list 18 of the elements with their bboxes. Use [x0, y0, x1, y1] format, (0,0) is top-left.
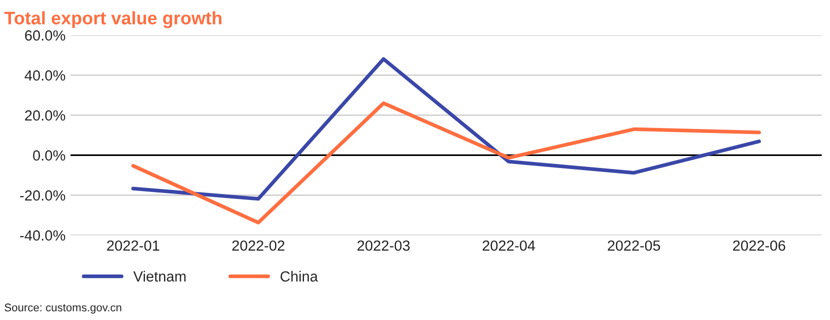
legend-label: Vietnam: [133, 270, 186, 282]
y-tick-label: 60.0%: [25, 30, 66, 41]
x-tick-label: 2022-06: [733, 240, 786, 251]
x-tick-label: 2022-05: [608, 240, 660, 251]
line-series: [131, 101, 761, 224]
chart-title: Total export value growth: [4, 11, 222, 28]
y-tick-label: 20.0%: [25, 110, 66, 121]
x-tick-label: 2022-01: [107, 240, 160, 251]
line-series: [131, 57, 761, 201]
y-tick-label: -40.0%: [20, 230, 66, 241]
x-tick-label: 2022-04: [482, 240, 536, 251]
y-tick-label: 40.0%: [24, 70, 66, 81]
x-tick-label: 2022-02: [232, 240, 284, 251]
legend-label: China: [280, 270, 318, 282]
y-tick-label: -20.0%: [20, 190, 66, 201]
x-tick-label: 2022-03: [358, 240, 410, 251]
y-tick-label: 0.0%: [33, 150, 66, 161]
source-note: Source: customs.gov.cn: [4, 304, 122, 314]
